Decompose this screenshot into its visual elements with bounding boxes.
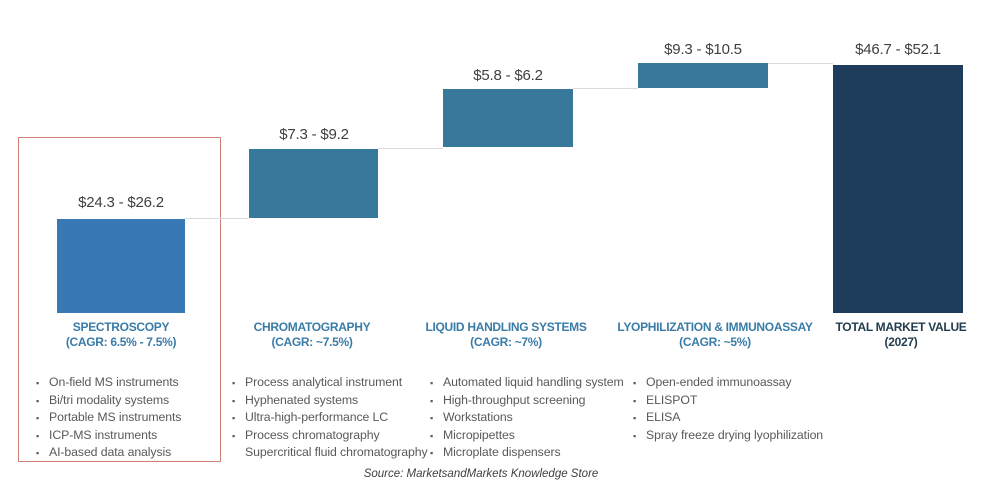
bar-total-market-value: [833, 65, 963, 313]
segment-cagr: (CAGR: ~7%): [470, 335, 542, 349]
value-label-lyophilization-immunoassay: $9.3 - $10.5: [664, 41, 742, 58]
bullet-square-icon: ▪: [232, 413, 236, 423]
bullet-square-icon: ▪: [633, 378, 637, 388]
segment-cagr: (CAGR: 6.5% - 7.5%): [65, 335, 177, 349]
list-item-label: ELISPOT: [646, 392, 698, 407]
bullet-square-icon: ▪: [430, 378, 434, 388]
list-item-label: On-field MS instruments: [49, 375, 179, 389]
list-item: ▪ Process analytical instrument: [232, 374, 428, 392]
header-lyophilization-immunoassay: LYOPHILIZATION & IMMUNOASSAY (CAGR: ~5%): [595, 320, 835, 350]
bullet-square-icon: ▪: [430, 413, 434, 423]
segment-name: TOTAL MARKET VALUE: [835, 320, 967, 334]
list-item-label: ELISA: [646, 410, 681, 424]
bullet-square-icon: ▪: [36, 430, 40, 441]
connector-line-3: [573, 88, 638, 89]
list-item-label: Hyphenated systems: [245, 392, 359, 407]
bullet-square-icon: ▪: [633, 395, 637, 406]
list-item: ▪ Open-ended immunoassay: [633, 374, 823, 392]
bullet-square-icon: ▪: [430, 430, 434, 441]
list-item-label: Microplate dispensers: [443, 445, 561, 459]
list-item-label: Process chromatography: [245, 427, 380, 442]
list-item: ▪ Spray freeze drying lyophilization: [633, 427, 823, 445]
list-item-label: AI-based data analysis: [49, 445, 172, 459]
list-item: ▪ Automated liquid handling system: [430, 374, 624, 392]
list-item: ▪ On-field MS instruments: [36, 374, 181, 392]
bar-chromatography: [249, 149, 378, 218]
bullet-square-icon: ▪: [232, 378, 236, 388]
segment-name: LYOPHILIZATION & IMMUNOASSAY: [617, 320, 813, 334]
list-item: ▪ ELISA: [633, 409, 823, 427]
list-item: ▪ Micropipettes: [430, 427, 624, 445]
list-item: ▪ Portable MS instruments: [36, 409, 181, 427]
bullet-square-icon: ▪: [430, 448, 434, 458]
list-item: ▪ AI-based data analysis: [36, 444, 181, 462]
items-chromatography: ▪ Process analytical instrument ▪ Hyphenate…: [232, 374, 428, 461]
bullet-square-icon: ▪: [633, 430, 637, 441]
items-lyophilization-immunoassay: ▪ Open-ended immunoassay ▪ ELISPOT ▪ ELISA ▪ Sp…: [633, 374, 823, 444]
list-item: Supercritical fluid chromatography: [232, 444, 428, 461]
connector-line-1: [185, 218, 249, 219]
list-item: ▪ Hyphenated systems: [232, 392, 428, 410]
connector-line-2: [378, 148, 443, 149]
list-item-label: Ultra-high-performance LC: [245, 410, 389, 424]
bullet-square-icon: ▪: [430, 395, 434, 406]
segment-name: SPECTROSCOPY: [72, 320, 170, 334]
source-note: Source: MarketsandMarkets Knowledge Stor…: [363, 468, 599, 480]
bar-liquid-handling-systems: [443, 89, 573, 147]
segment-name: LIQUID HANDLING SYSTEMS: [425, 320, 587, 334]
list-item: ▪ Workstations: [430, 409, 624, 427]
list-item-label: Process analytical instrument: [245, 375, 403, 389]
list-item: ▪ Ultra-high-performance LC: [232, 409, 428, 427]
value-label-spectroscopy: $24.3 - $26.2: [78, 194, 164, 211]
list-item: ▪ Bi/tri modality systems: [36, 392, 181, 410]
bullet-square-icon: ▪: [232, 395, 236, 406]
header-liquid-handling-systems: LIQUID HANDLING SYSTEMS (CAGR: ~7%): [386, 320, 626, 350]
value-label-chromatography: $7.3 - $9.2: [279, 126, 349, 143]
bullet-square-icon: ▪: [232, 430, 236, 441]
bullet-square-icon: ▪: [36, 395, 40, 406]
list-item-label: Supercritical fluid chromatography: [245, 445, 428, 459]
header-total-market-value: TOTAL MARKET VALUE (2027): [781, 320, 1006, 350]
value-label-total-market-value: $46.7 - $52.1: [855, 41, 941, 58]
bullet-square-icon: ▪: [633, 413, 637, 423]
connector-line-4: [768, 63, 833, 64]
spectroscopy-highlight-box: [18, 137, 221, 462]
header-chromatography: CHROMATOGRAPHY (CAGR: ~7.5%): [192, 320, 432, 350]
list-item-label: ICP-MS instruments: [49, 427, 158, 442]
list-item-label: Open-ended immunoassay: [646, 375, 792, 389]
list-item-label: Automated liquid handling system: [443, 375, 624, 389]
list-item: ▪ Process chromatography: [232, 427, 428, 445]
header-spectroscopy: SPECTROSCOPY (CAGR: 6.5% - 7.5%): [1, 320, 241, 350]
list-item: ▪ ICP-MS instruments: [36, 427, 181, 445]
value-label-liquid-handling-systems: $5.8 - $6.2: [473, 67, 543, 84]
segment-cagr: (CAGR: ~7.5%): [271, 335, 353, 349]
bar-spectroscopy: [57, 219, 185, 313]
list-item-label: Workstations: [443, 410, 513, 424]
segment-cagr: (CAGR: ~5%): [679, 335, 751, 349]
bullet-square-icon: ▪: [36, 413, 40, 423]
items-liquid-handling-systems: ▪ Automated liquid handling system ▪ High-t…: [430, 374, 624, 462]
segment-cagr: (2027): [884, 335, 918, 349]
segment-name: CHROMATOGRAPHY: [253, 320, 371, 334]
list-item-label: Micropipettes: [443, 427, 515, 442]
bullet-square-icon: ▪: [36, 378, 40, 388]
items-spectroscopy: ▪ On-field MS instruments ▪ Bi/tri modality…: [36, 374, 181, 462]
list-item-label: High-throughput screening: [443, 392, 586, 407]
bar-lyophilization-immunoassay: [638, 63, 768, 88]
list-item-label: Bi/tri modality systems: [49, 392, 170, 407]
list-item: ▪ ELISPOT: [633, 392, 823, 410]
list-item: ▪ High-throughput screening: [430, 392, 624, 410]
list-item-label: Portable MS instruments: [49, 410, 182, 424]
bullet-square-icon: ▪: [36, 448, 40, 458]
list-item-label: Spray freeze drying lyophilization: [646, 427, 824, 442]
list-item: ▪ Microplate dispensers: [430, 444, 624, 462]
